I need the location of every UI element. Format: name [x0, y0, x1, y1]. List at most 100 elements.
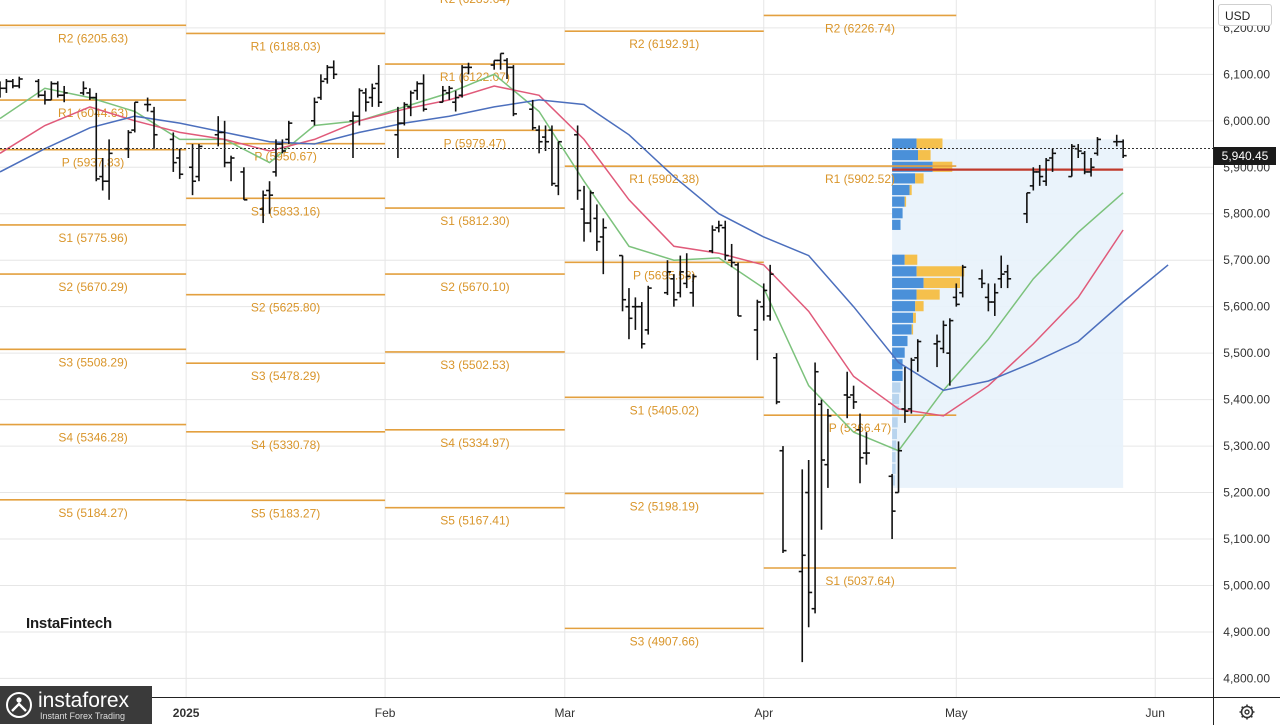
ohlc-bar — [984, 283, 992, 312]
y-tick-label: 5,000.00 — [1223, 578, 1270, 592]
ohlc-bar — [92, 92, 100, 182]
volume-profile-bar — [892, 382, 901, 393]
ohlc-bar — [933, 334, 941, 368]
pivot-label-s1: S1 (5037.64) — [825, 574, 894, 588]
pivot-label-s2: S2 (5670.10) — [440, 280, 509, 294]
volume-profile-delta-bar — [915, 301, 924, 312]
pivot-label-r1: R1 (5902.38) — [629, 172, 699, 186]
ohlc-bar — [285, 120, 293, 145]
ohlc-bar — [766, 264, 774, 321]
gear-icon[interactable] — [1238, 703, 1256, 721]
ohlc-bar — [574, 125, 582, 200]
volume-profile-delta-bar — [916, 289, 940, 300]
ohlc-bar — [638, 302, 646, 349]
volume-profile-bar — [892, 208, 903, 219]
ohlc-bar — [227, 155, 235, 182]
pivot-label-r2: R2 (6226.74) — [825, 21, 895, 35]
y-tick-label: 6,100.00 — [1223, 67, 1270, 81]
pivot-label-r1: R1 (6044.63) — [58, 106, 128, 120]
ohlc-bar — [856, 413, 864, 484]
ohlc-bar — [375, 65, 383, 107]
ohlc-bar — [0, 81, 4, 98]
pivot-levels: R3 (6344.63)R2 (6205.63)R1 (6044.63)P (5… — [0, 0, 957, 648]
ohlc-bar — [1087, 157, 1095, 177]
ohlc-bar — [625, 288, 633, 340]
pivot-label-s1: S1 (5812.30) — [440, 214, 509, 228]
pivot-label-s3: S3 (5508.29) — [58, 355, 127, 369]
volume-profile-delta-bar — [909, 184, 912, 196]
volume-profile-bar — [892, 266, 917, 277]
ohlc-bar — [843, 371, 851, 419]
ohlc-bar — [86, 88, 94, 100]
y-tick-label: 5,800.00 — [1223, 207, 1270, 221]
x-tick-label: May — [945, 706, 968, 720]
ohlc-bar — [811, 362, 819, 614]
ohlc-bar — [1068, 144, 1076, 178]
grid — [0, 0, 1213, 697]
ohlc-bar — [15, 76, 23, 89]
pivot-label-s3: S3 (5502.53) — [440, 358, 509, 372]
ohlc-bar — [503, 58, 511, 79]
ohlc-bar — [888, 473, 896, 540]
volume-profile-delta-bar — [916, 138, 943, 149]
ohlc-bar — [99, 157, 107, 191]
ohlc-bar — [548, 125, 556, 186]
ohlc-bar — [509, 65, 517, 117]
pivot-label-s4: S4 (5346.28) — [58, 431, 127, 445]
ohlc-bar — [310, 97, 318, 126]
ohlc-bar — [644, 285, 652, 335]
volume-profile-bar — [892, 254, 905, 265]
ohlc-bar — [176, 148, 184, 179]
ohlc-bar — [753, 299, 761, 361]
ohlc-bar — [1004, 264, 1012, 289]
volume-profile-bar — [892, 312, 914, 323]
ohlc-bar — [1029, 167, 1037, 191]
volume-profile-delta-bar — [911, 324, 914, 335]
ohlc-bar — [586, 190, 594, 233]
ohlc-bar — [349, 111, 357, 158]
ohlc-bar — [214, 116, 222, 147]
ohlc-bar — [9, 78, 17, 89]
y-tick-label: 6,000.00 — [1223, 114, 1270, 128]
pivot-label-s4: S4 (5334.97) — [440, 436, 509, 450]
volume-profile-bar — [892, 394, 900, 405]
pivot-label-r1: R1 (5902.52) — [825, 172, 895, 186]
currency-selector[interactable]: USD — [1218, 4, 1272, 26]
ohlc-bar — [997, 255, 1005, 289]
pivot-label-s5: S5 (5184.27) — [58, 506, 127, 520]
ohlc-bar — [497, 52, 505, 70]
ohlc-bar — [368, 83, 376, 107]
ohlc-bar — [1113, 134, 1121, 147]
ohlc-bar — [317, 74, 325, 100]
y-tick-label: 4,800.00 — [1223, 671, 1270, 685]
ohlc-bar — [1081, 151, 1089, 175]
ohlc-bar — [901, 367, 909, 423]
pivot-label-s3: S3 (5478.29) — [251, 369, 320, 383]
volume-profile-delta-bar — [918, 150, 931, 161]
ohlc-bar — [689, 274, 697, 307]
ohlc-bar — [169, 132, 177, 172]
ohlc-bar — [131, 101, 139, 133]
volume-profile-delta-bar — [923, 277, 961, 289]
y-tick-label: 5,300.00 — [1223, 439, 1270, 453]
ohlc-bar — [259, 190, 267, 224]
y-tick-label: 5,100.00 — [1223, 532, 1270, 546]
ohlc-bar — [278, 139, 286, 154]
ohlc-bar — [124, 130, 132, 158]
ohlc-bar — [240, 167, 248, 201]
volume-profile-bar — [892, 440, 897, 451]
volume-profile-bar — [892, 219, 901, 230]
ohlc-bar — [79, 81, 87, 96]
ohlc-bar — [105, 139, 113, 200]
pivot-label-r1: R1 (6188.03) — [251, 39, 321, 53]
x-tick-label: Mar — [554, 706, 575, 720]
ohlc-bar — [952, 283, 960, 307]
ohlc-bar — [150, 106, 158, 149]
ohlc-bar — [420, 74, 428, 112]
ohlc-bar — [946, 318, 954, 386]
ohlc-bar — [535, 125, 543, 154]
moving-average-line — [0, 73, 1124, 452]
volume-profile-delta-bar — [916, 266, 965, 277]
pivot-label-r2: R2 (6205.63) — [58, 31, 128, 45]
